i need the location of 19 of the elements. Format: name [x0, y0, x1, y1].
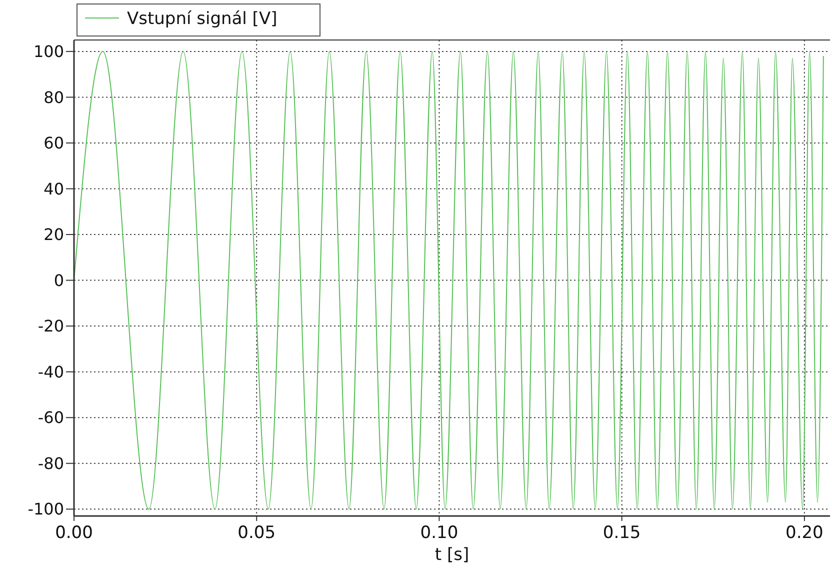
y-tick-label: 0 — [54, 270, 64, 290]
y-tick-label: 20 — [44, 225, 64, 244]
y-tick-label: 60 — [44, 134, 64, 153]
y-tick-label: -60 — [38, 408, 64, 428]
x-tick-label: 0.00 — [55, 523, 93, 543]
y-tick-label: 40 — [44, 179, 64, 198]
y-tick-label: 100 — [33, 42, 64, 62]
x-tick-label: 0.10 — [420, 523, 458, 543]
line-series — [74, 50, 824, 510]
y-tick-label: -40 — [38, 362, 64, 382]
x-tick-label: 0.05 — [238, 523, 276, 543]
legend-label: Vstupní signál [V] — [127, 8, 278, 29]
y-tick-label: -100 — [28, 500, 64, 519]
x-axis-title: t [s] — [434, 545, 470, 565]
y-tick-label: -80 — [38, 454, 64, 473]
x-tick-label: 0.15 — [602, 523, 641, 543]
y-tick-label: -20 — [38, 316, 64, 336]
y-tick-label: 80 — [44, 88, 64, 107]
x-tick-label: 0.20 — [786, 523, 824, 543]
